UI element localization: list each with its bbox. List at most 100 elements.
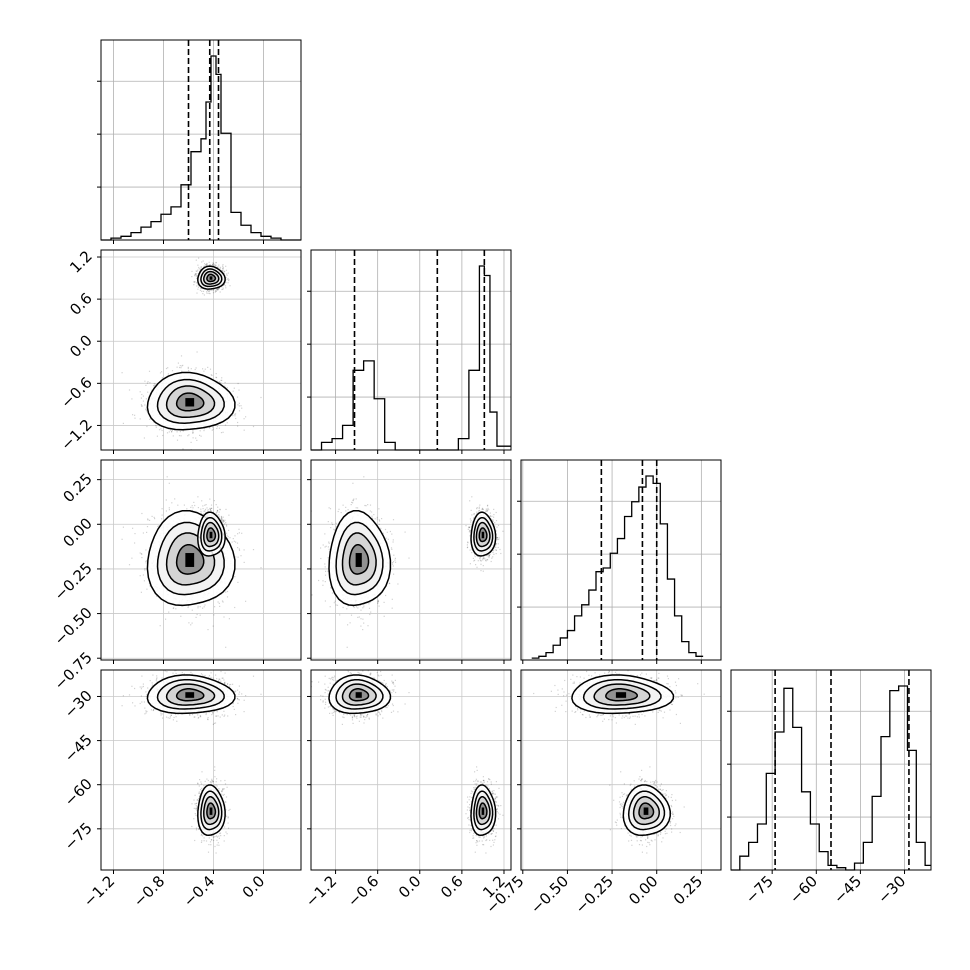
sample-point	[139, 418, 141, 420]
sample-point	[212, 625, 214, 627]
sample-point	[195, 616, 197, 618]
sample-point	[245, 600, 247, 602]
sample-point	[234, 413, 236, 416]
sample-point	[210, 374, 212, 376]
sample-point	[226, 422, 228, 424]
sample-point	[168, 431, 170, 433]
sample-point	[180, 367, 182, 369]
sample-point	[220, 382, 222, 384]
sample-point	[197, 607, 199, 609]
sample-point	[148, 582, 151, 585]
sample-point	[222, 269, 224, 271]
sample-point	[240, 405, 242, 407]
sample-point	[181, 365, 183, 367]
sample-point	[238, 402, 240, 404]
sample-point	[233, 387, 235, 389]
sample-point	[218, 427, 220, 429]
sample-point	[227, 537, 229, 540]
sample-point	[187, 367, 189, 370]
sample-point	[243, 429, 245, 431]
sample-point	[197, 288, 199, 290]
sample-point	[145, 408, 147, 410]
sample-point	[234, 606, 236, 609]
sample-point	[194, 281, 196, 283]
sample-point	[215, 376, 217, 378]
sample-point	[199, 614, 201, 616]
sample-point	[215, 261, 217, 264]
sample-point	[195, 437, 197, 439]
sample-point	[202, 508, 204, 510]
sample-point	[141, 512, 143, 515]
panel-content	[101, 250, 301, 450]
sample-point	[203, 266, 205, 268]
sample-point	[212, 288, 214, 291]
sample-point	[226, 387, 228, 389]
sample-point	[215, 504, 217, 506]
sample-point	[219, 291, 221, 293]
sample-point	[238, 389, 240, 391]
sample-point	[196, 285, 198, 287]
sample-point	[216, 288, 218, 290]
sample-point	[191, 509, 193, 512]
sample-point	[201, 287, 203, 290]
sample-point	[168, 611, 170, 613]
sample-point	[132, 527, 134, 529]
sample-point	[213, 614, 215, 616]
scatter-panel-1-0	[97, 249, 302, 454]
sample-point	[172, 607, 174, 609]
sample-point	[151, 515, 153, 517]
sample-point	[192, 437, 194, 439]
sample-point	[219, 509, 221, 511]
sample-point	[153, 385, 155, 387]
sample-point	[234, 415, 236, 417]
sample-point	[217, 506, 219, 508]
sample-point	[220, 270, 223, 272]
sample-point	[171, 370, 174, 372]
sample-point	[198, 268, 200, 270]
sample-point	[233, 540, 235, 542]
sample-point	[217, 288, 219, 290]
sample-point	[182, 448, 184, 450]
sample-point	[215, 262, 217, 264]
sample-point	[155, 424, 157, 427]
sample-point	[212, 262, 214, 264]
sample-point	[222, 266, 224, 268]
sample-point	[252, 425, 255, 428]
sample-point	[187, 435, 189, 437]
sample-point	[215, 512, 217, 514]
sample-point	[142, 532, 144, 534]
sample-point	[223, 271, 225, 273]
sample-point	[145, 560, 147, 563]
sample-point	[209, 293, 211, 295]
sample-point	[222, 519, 224, 521]
sample-point	[222, 288, 224, 290]
sample-point	[193, 281, 195, 283]
sample-point	[203, 370, 205, 372]
sample-point	[134, 414, 136, 416]
sample-point	[223, 283, 225, 285]
sample-point	[216, 380, 218, 382]
sample-point	[153, 383, 155, 385]
sample-point	[208, 292, 210, 294]
sample-point	[217, 601, 219, 603]
sample-point	[165, 499, 167, 501]
sample-point	[224, 523, 226, 525]
sample-point	[195, 259, 197, 261]
sample-point	[191, 276, 193, 278]
sample-point	[224, 381, 226, 384]
sample-point	[222, 267, 224, 270]
sample-point	[203, 606, 205, 608]
sample-point	[193, 501, 195, 503]
sample-point	[200, 266, 203, 268]
sample-point	[177, 362, 179, 364]
sample-point	[196, 275, 198, 277]
sample-point	[205, 264, 207, 266]
sample-point	[240, 555, 242, 557]
sample-point	[149, 418, 151, 420]
sample-point	[191, 505, 193, 507]
sample-point	[214, 606, 216, 608]
sample-point	[165, 367, 168, 370]
sample-point	[200, 508, 202, 510]
sample-point	[145, 549, 147, 551]
sample-point	[222, 601, 224, 603]
